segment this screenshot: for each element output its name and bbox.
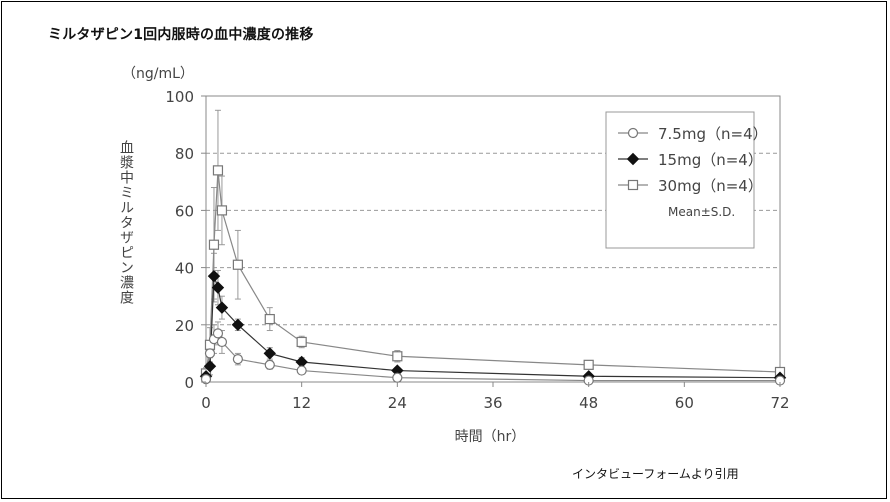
y-axis-unit: （ng/mL） [122,66,194,82]
data-point-series-0-4 [216,336,228,348]
data-point-series-2-5 [232,259,243,270]
legend-marker-2 [627,179,639,191]
y-tick-label-0: 0 [184,374,194,392]
data-point-series-1-1 [203,360,217,373]
data-point-series-0-5 [232,354,243,365]
data-point-series-2-6 [264,313,275,325]
data-point-series-1-2 [207,269,221,283]
legend-note: Mean±S.D. [668,205,735,219]
data-point-series-1-3 [211,281,225,294]
x-tick-label-0: 0 [201,394,211,412]
y-tick-label-60: 60 [175,202,194,220]
data-point-series-1-4 [215,301,229,314]
data-point-series-2-4 [216,205,228,216]
legend-label-0: 7.5mg（n=4） [658,125,768,143]
data-point-series-2-3 [212,165,224,176]
y-tick-label-20: 20 [175,317,194,335]
data-point-series-0-6 [264,359,275,370]
x-tick-label-60: 60 [675,394,694,412]
x-axis-label: 時間（hr） [455,429,526,445]
legend-label-1: 15mg（n=4） [658,151,763,169]
data-point-series-1-5 [231,318,245,332]
legend-label-2: 30mg（n=4） [658,177,763,195]
y-tick-label-100: 100 [165,88,194,106]
source-note: インタビューフォームより引用 [572,467,739,481]
data-point-series-2-9 [583,359,594,370]
data-point-series-0-3 [212,328,224,339]
x-tick-label-36: 36 [483,394,502,412]
x-tick-label-72: 72 [770,394,789,412]
data-point-series-0-1 [204,348,216,359]
chart-title: ミルタザピン1回内服時の血中濃度の推移 [48,27,314,43]
legend-marker-1 [626,152,640,166]
data-point-series-2-7 [296,336,307,348]
y-axis-label: 血漿中ミルタザピン濃度 [118,140,134,305]
y-tick-label-40: 40 [175,260,194,278]
data-point-series-2-8 [392,351,403,362]
series-line-1 [205,275,781,379]
data-point-series-0-8 [392,372,403,383]
data-point-series-0-7 [296,365,307,376]
x-tick-label-48: 48 [579,394,598,412]
x-tick-label-24: 24 [388,394,407,412]
data-point-series-2-2 [208,239,220,250]
y-tick-label-80: 80 [175,145,194,163]
legend-marker-0 [627,127,639,139]
x-tick-label-12: 12 [292,394,311,412]
data-point-series-1-6 [263,347,276,360]
